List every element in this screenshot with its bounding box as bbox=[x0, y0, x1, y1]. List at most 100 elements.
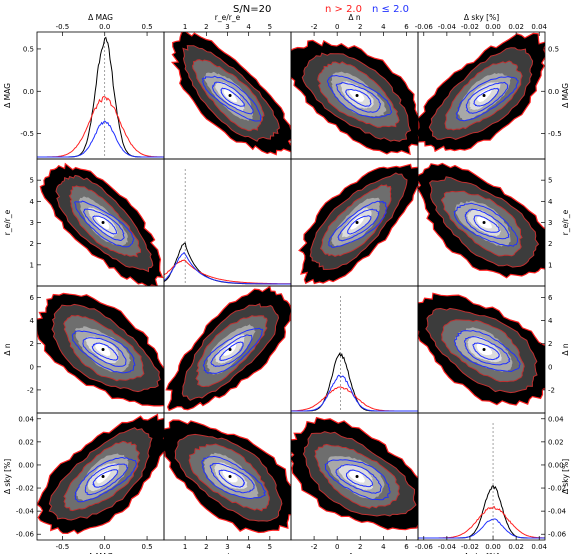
center-marker bbox=[355, 94, 359, 97]
density-contour-blue-1 bbox=[71, 330, 136, 374]
density-contour-blue-1 bbox=[328, 200, 388, 248]
density-contour-blue-1 bbox=[201, 75, 262, 122]
y-tick-label-right: 2 bbox=[548, 240, 552, 248]
y-tick-label: 4 bbox=[30, 198, 35, 206]
histogram-curve-black bbox=[418, 484, 545, 539]
histogram-curve-red bbox=[37, 96, 164, 158]
x-tick-label-top: 1 bbox=[183, 23, 187, 31]
y-axis-label-dsky: Δ sky [%] bbox=[3, 459, 12, 494]
y-tick-label-right: 4 bbox=[548, 317, 553, 325]
histogram-curve-blue bbox=[418, 518, 545, 539]
center-marker bbox=[355, 221, 359, 224]
density-contour-blue-1 bbox=[73, 200, 135, 248]
panel-dn-vs-dmag bbox=[37, 292, 164, 407]
density-contour-blue-1 bbox=[202, 327, 263, 374]
y-tick-label-right: 0.0 bbox=[548, 88, 559, 96]
x-tick-label: 6 bbox=[404, 543, 409, 551]
y-tick-label-right: 3 bbox=[548, 219, 552, 227]
y-tick-label: -2 bbox=[27, 386, 34, 394]
center-marker bbox=[228, 94, 232, 97]
panel-dsky-vs-dn bbox=[291, 416, 418, 531]
y-axis-label-right-rer: r_e/r_e bbox=[561, 209, 570, 235]
density-contour-blue-3 bbox=[473, 215, 501, 233]
density-contour-blue-3 bbox=[92, 215, 118, 235]
y-tick-label-right: 2 bbox=[548, 340, 552, 348]
x-tick-label-top: -0.02 bbox=[461, 23, 479, 31]
x-tick-label-top: 0.04 bbox=[531, 23, 547, 31]
x-axis-label-dmag: Δ MAG bbox=[88, 552, 113, 554]
x-axis-label-top-dmag: Δ MAG bbox=[88, 13, 113, 22]
density-contour-blue-3 bbox=[219, 341, 244, 362]
density-contour-blue-2 bbox=[210, 334, 253, 367]
x-tick-label: 0.0 bbox=[99, 543, 110, 551]
y-tick-label: 3 bbox=[30, 219, 34, 227]
density-contour-blue-2 bbox=[335, 464, 382, 494]
y-tick-label: 6 bbox=[30, 294, 35, 302]
y-tick-label-right: -0.5 bbox=[548, 130, 562, 138]
x-tick-label-top: -0.04 bbox=[438, 23, 457, 31]
y-tick-label: -0.06 bbox=[16, 531, 35, 539]
y-tick-label-right: -0.06 bbox=[548, 531, 567, 539]
y-tick-label-right: 0.00 bbox=[548, 461, 564, 469]
histogram-rer bbox=[163, 169, 291, 285]
x-tick-label-top: 6 bbox=[404, 23, 409, 31]
x-tick-label-top: 2 bbox=[204, 23, 208, 31]
density-contour-blue-3 bbox=[91, 342, 119, 361]
x-tick-label-top: -0.5 bbox=[56, 23, 70, 31]
x-tick-label-top: 5 bbox=[268, 23, 272, 31]
center-marker bbox=[101, 475, 105, 478]
x-tick-label: 4 bbox=[381, 543, 386, 551]
density-contour-blue-3 bbox=[345, 89, 372, 107]
y-tick-label: 0.00 bbox=[18, 461, 34, 469]
y-tick-label-right: 0.5 bbox=[548, 45, 559, 53]
panel-frame bbox=[417, 412, 546, 541]
center-marker bbox=[482, 94, 486, 97]
density-contour-blue-1 bbox=[201, 455, 267, 500]
x-axis-label-top-dn: Δ n bbox=[348, 13, 361, 22]
y-tick-label: 0.02 bbox=[18, 438, 34, 446]
x-tick-label: 4 bbox=[246, 543, 251, 551]
x-axis-label-dn: Δ n bbox=[348, 552, 361, 554]
panel-frame bbox=[163, 158, 292, 287]
panel-rer-vs-dn bbox=[298, 163, 418, 285]
x-tick-label-top: 3 bbox=[225, 23, 229, 31]
x-tick-label-top: 0.00 bbox=[485, 23, 501, 31]
legend-blue: n ≤ 2.0 bbox=[372, 4, 409, 15]
x-tick-label: -0.06 bbox=[415, 543, 434, 551]
panel-dsky-vs-rer bbox=[164, 419, 291, 534]
y-tick-label-right: 5 bbox=[548, 177, 552, 185]
x-tick-label: 1 bbox=[183, 543, 187, 551]
y-tick-label: 4 bbox=[30, 317, 35, 325]
x-tick-label: 0.5 bbox=[141, 543, 152, 551]
y-tick-label-right: 0.04 bbox=[548, 415, 564, 423]
density-contour-blue-1 bbox=[324, 459, 391, 501]
histogram-curve-red bbox=[163, 259, 291, 285]
density-contour-blue-1 bbox=[326, 74, 393, 119]
y-axis-label-right-dn: Δ n bbox=[561, 343, 570, 356]
histogram-curve-black bbox=[37, 36, 164, 158]
x-tick-label: 0.02 bbox=[508, 543, 524, 551]
y-axis-label-dn: Δ n bbox=[3, 343, 12, 356]
density-contour-blue-3 bbox=[472, 342, 500, 361]
center-marker bbox=[482, 221, 486, 224]
density-contour-blue-1 bbox=[453, 202, 519, 247]
y-tick-label-right: -0.04 bbox=[548, 508, 567, 516]
y-tick-label-right: 4 bbox=[548, 198, 553, 206]
density-contour-blue-3 bbox=[347, 215, 372, 235]
density-contour-blue-2 bbox=[84, 463, 129, 496]
density-contour-blue-1 bbox=[455, 76, 519, 122]
center-marker bbox=[355, 475, 359, 478]
density-contour-blue-2 bbox=[337, 208, 380, 242]
x-tick-label-top: 0.5 bbox=[141, 23, 152, 31]
histogram-curve-blue bbox=[163, 251, 291, 285]
density-contour-blue-2 bbox=[335, 82, 382, 113]
y-tick-label: 1 bbox=[30, 261, 34, 269]
density-contour-blue-2 bbox=[82, 208, 125, 242]
histogram-dsky bbox=[418, 423, 545, 539]
x-axis-label-dsky: Δ sky [%] bbox=[464, 552, 499, 554]
density-contour-blue-3 bbox=[473, 87, 500, 107]
x-tick-label: -0.02 bbox=[461, 543, 479, 551]
x-axis-label-top-dsky: Δ sky [%] bbox=[464, 13, 499, 22]
y-tick-label: -0.5 bbox=[20, 130, 34, 138]
y-tick-label-right: 1 bbox=[548, 261, 552, 269]
